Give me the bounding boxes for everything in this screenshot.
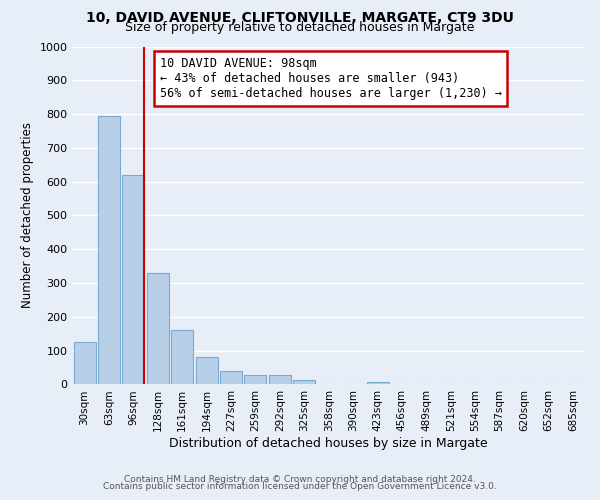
Text: Size of property relative to detached houses in Margate: Size of property relative to detached ho… (125, 21, 475, 34)
Bar (269, 376, 291, 384)
Bar (98, 116, 120, 384)
Text: 10, DAVID AVENUE, CLIFTONVILLE, MARGATE, CT9 3DU: 10, DAVID AVENUE, CLIFTONVILLE, MARGATE,… (86, 11, 514, 25)
Text: Contains HM Land Registry data © Crown copyright and database right 2024.: Contains HM Land Registry data © Crown c… (124, 475, 476, 484)
Bar (220, 371, 242, 384)
Bar (122, 175, 145, 384)
Text: Contains public sector information licensed under the Open Government Licence v3: Contains public sector information licen… (103, 482, 497, 491)
X-axis label: Distribution of detached houses by size in Margate: Distribution of detached houses by size … (169, 437, 488, 450)
Bar (293, 380, 315, 384)
Bar (367, 382, 389, 384)
Bar (244, 375, 266, 384)
Bar (74, 342, 95, 384)
Text: 10 DAVID AVENUE: 98sqm
← 43% of detached houses are smaller (943)
56% of semi-de: 10 DAVID AVENUE: 98sqm ← 43% of detached… (160, 56, 502, 100)
Bar (196, 358, 218, 384)
Bar (147, 273, 169, 384)
Y-axis label: Number of detached properties: Number of detached properties (21, 122, 34, 308)
Bar (171, 330, 193, 384)
